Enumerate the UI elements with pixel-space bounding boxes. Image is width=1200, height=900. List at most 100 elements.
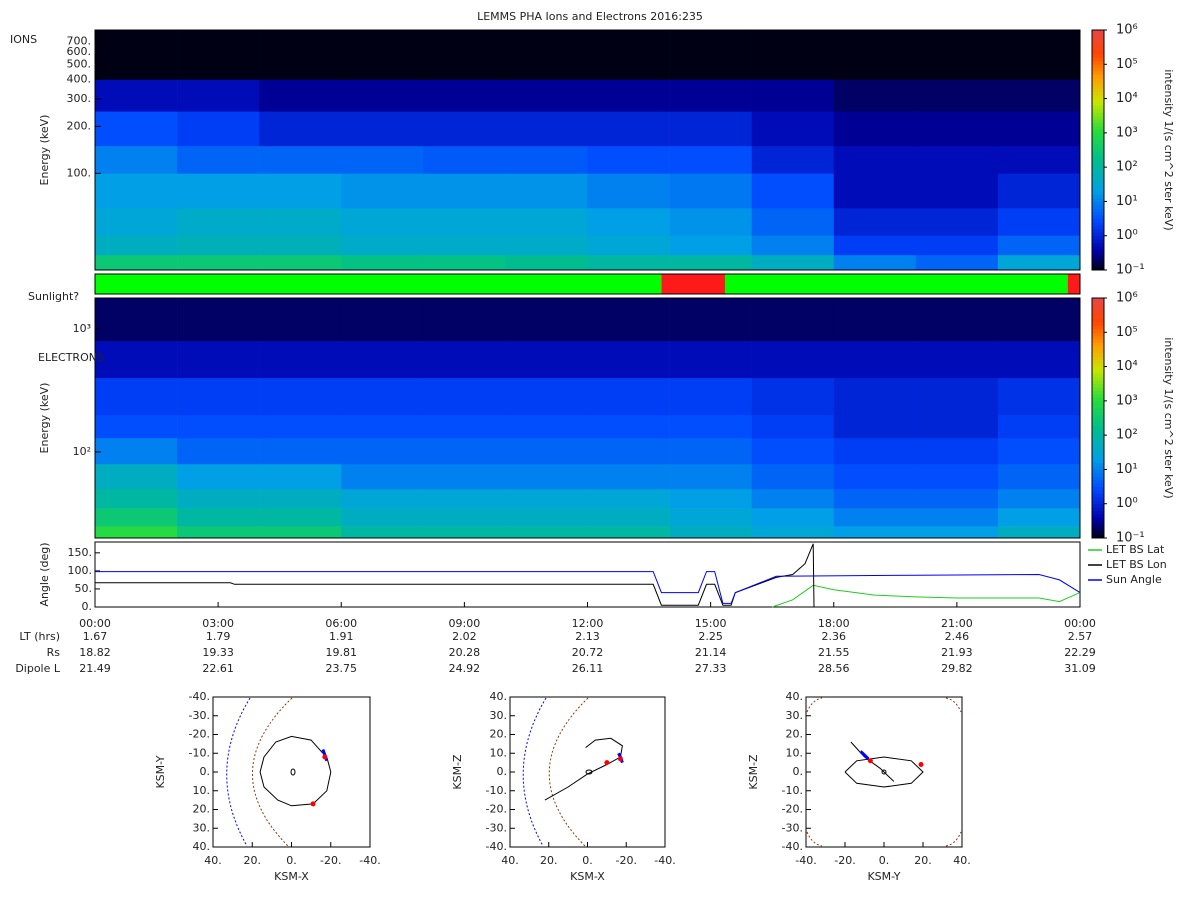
colorbar-swatch: [1092, 160, 1104, 165]
colorbar-tick-label: 10⁵: [1116, 57, 1138, 72]
colorbar-swatch: [1092, 459, 1104, 463]
colorbar-swatch: [1092, 325, 1104, 330]
colorbar-swatch: [1092, 520, 1104, 525]
x-tick-label: 40.: [204, 854, 222, 867]
heatmap-cell: [915, 437, 999, 465]
heatmap-cell: [669, 526, 752, 539]
heatmap-cell: [341, 254, 424, 271]
heatmap-cell: [915, 340, 999, 379]
x-tick-label: 00:00: [1064, 617, 1096, 630]
panel-label: IONS: [10, 33, 37, 46]
colorbar-swatch: [1092, 84, 1104, 89]
heatmap-cell: [587, 508, 670, 527]
colorbar-tick-label: 10²: [1116, 160, 1138, 175]
heatmap-cell: [505, 30, 588, 80]
colorbar-swatch: [1092, 252, 1104, 257]
x-tick-label: -20.: [616, 854, 637, 867]
planet-markers: [290, 768, 887, 776]
colorbar-tick-label: 10²: [1116, 428, 1138, 443]
heatmap-cell: [177, 489, 260, 509]
heatmap-cell: [915, 111, 999, 147]
heatmap-cell: [997, 437, 1081, 465]
x-tick-label: -40.: [795, 854, 816, 867]
heatmap-cell: [177, 298, 260, 342]
heatmap-cell: [751, 508, 835, 527]
x-tick-label: 06:00: [325, 617, 357, 630]
heatmap-cell: [915, 254, 999, 271]
colorbar-swatch: [1092, 514, 1104, 518]
heatmap-cell: [341, 79, 424, 112]
heatmap-cell: [341, 145, 424, 174]
heatmap-cell: [587, 79, 670, 112]
heatmap-cell: [915, 463, 999, 490]
colorbar-swatch: [1092, 517, 1104, 522]
heatmap-cell: [341, 526, 424, 539]
colorbar-frame: [1091, 297, 1105, 539]
colorbar-swatch: [1092, 98, 1104, 103]
heatmap-cell: [423, 437, 506, 465]
row-value: 27.33: [695, 662, 727, 675]
colorbar-swatch: [1092, 335, 1104, 340]
heatmap-cell: [341, 508, 424, 527]
heatmap-cell: [669, 298, 752, 342]
series-line: [844, 756, 924, 788]
heatmap-cell: [505, 526, 588, 539]
y-tick-label: -20.: [486, 803, 507, 816]
colorbar-swatch: [1092, 311, 1104, 316]
heatmap-cell: [177, 30, 260, 80]
colorbar-swatch: [1092, 342, 1104, 347]
heatmap-cell: [587, 145, 670, 174]
colorbar-swatch: [1092, 33, 1104, 38]
heatmap-cell: [95, 254, 178, 271]
heatmap-cell: [177, 463, 260, 490]
heatmap-cell: [259, 437, 342, 465]
colorbar-swatch: [1092, 246, 1104, 250]
colorbar-swatch: [1092, 390, 1104, 395]
colorbar-swatch: [1092, 204, 1104, 209]
heatmap-cell: [833, 111, 917, 147]
colorbar-swatch: [1092, 431, 1104, 436]
heatmap-cell: [915, 489, 999, 509]
colorbar-swatch: [1092, 211, 1104, 216]
colorbar-swatch: [1092, 435, 1104, 439]
colorbar-swatch: [1092, 346, 1104, 350]
colorbar-swatch: [1092, 112, 1104, 117]
colorbar-tick-label: 10³: [1116, 125, 1138, 140]
row-value: 1.91: [329, 630, 354, 643]
y-tick-label: 100.: [68, 564, 93, 577]
heatmap-cell: [587, 173, 670, 209]
colorbar-swatch: [1092, 421, 1104, 426]
heatmap-cell: [669, 489, 752, 509]
x-tick-label: -20.: [834, 854, 855, 867]
planet: [290, 768, 296, 776]
x-axis-label: KSM-X: [570, 870, 605, 883]
colorbar-swatch: [1092, 424, 1104, 429]
heatmap-cell: [259, 489, 342, 509]
heatmap-cell: [587, 207, 670, 236]
heatmap-cell: [587, 298, 670, 342]
colorbar-tick-label: 10⁻¹: [1116, 531, 1145, 546]
colorbar-swatch: [1092, 191, 1104, 195]
heatmap-cell: [751, 377, 835, 416]
colorbar-tick-label: 10⁵: [1116, 325, 1138, 340]
heatmap-cell: [915, 414, 999, 439]
colorbar-swatch: [1092, 88, 1104, 93]
heatmap-cell: [341, 173, 424, 209]
heatmap-cell: [177, 111, 260, 147]
colorbar-swatch: [1092, 524, 1104, 529]
y-axis-label: Angle (deg): [38, 542, 51, 606]
colorbar-swatch: [1092, 448, 1104, 453]
row-value: 26.11: [572, 662, 604, 675]
colorbar-swatch: [1092, 67, 1104, 72]
colorbar-swatch: [1092, 60, 1104, 65]
heatmap-cell: [505, 173, 588, 209]
heatmap-cell: [751, 145, 835, 174]
colorbar-tick-label: 10¹: [1116, 194, 1138, 209]
y-tick-label: 20.: [490, 728, 508, 741]
x-tick-label: 20.: [244, 854, 262, 867]
heatmap-cell: [423, 414, 506, 439]
colorbar-swatch: [1092, 298, 1104, 302]
heatmap-cell: [259, 173, 342, 209]
heatmap-cell: [505, 235, 588, 256]
colorbar-swatch: [1092, 527, 1104, 532]
